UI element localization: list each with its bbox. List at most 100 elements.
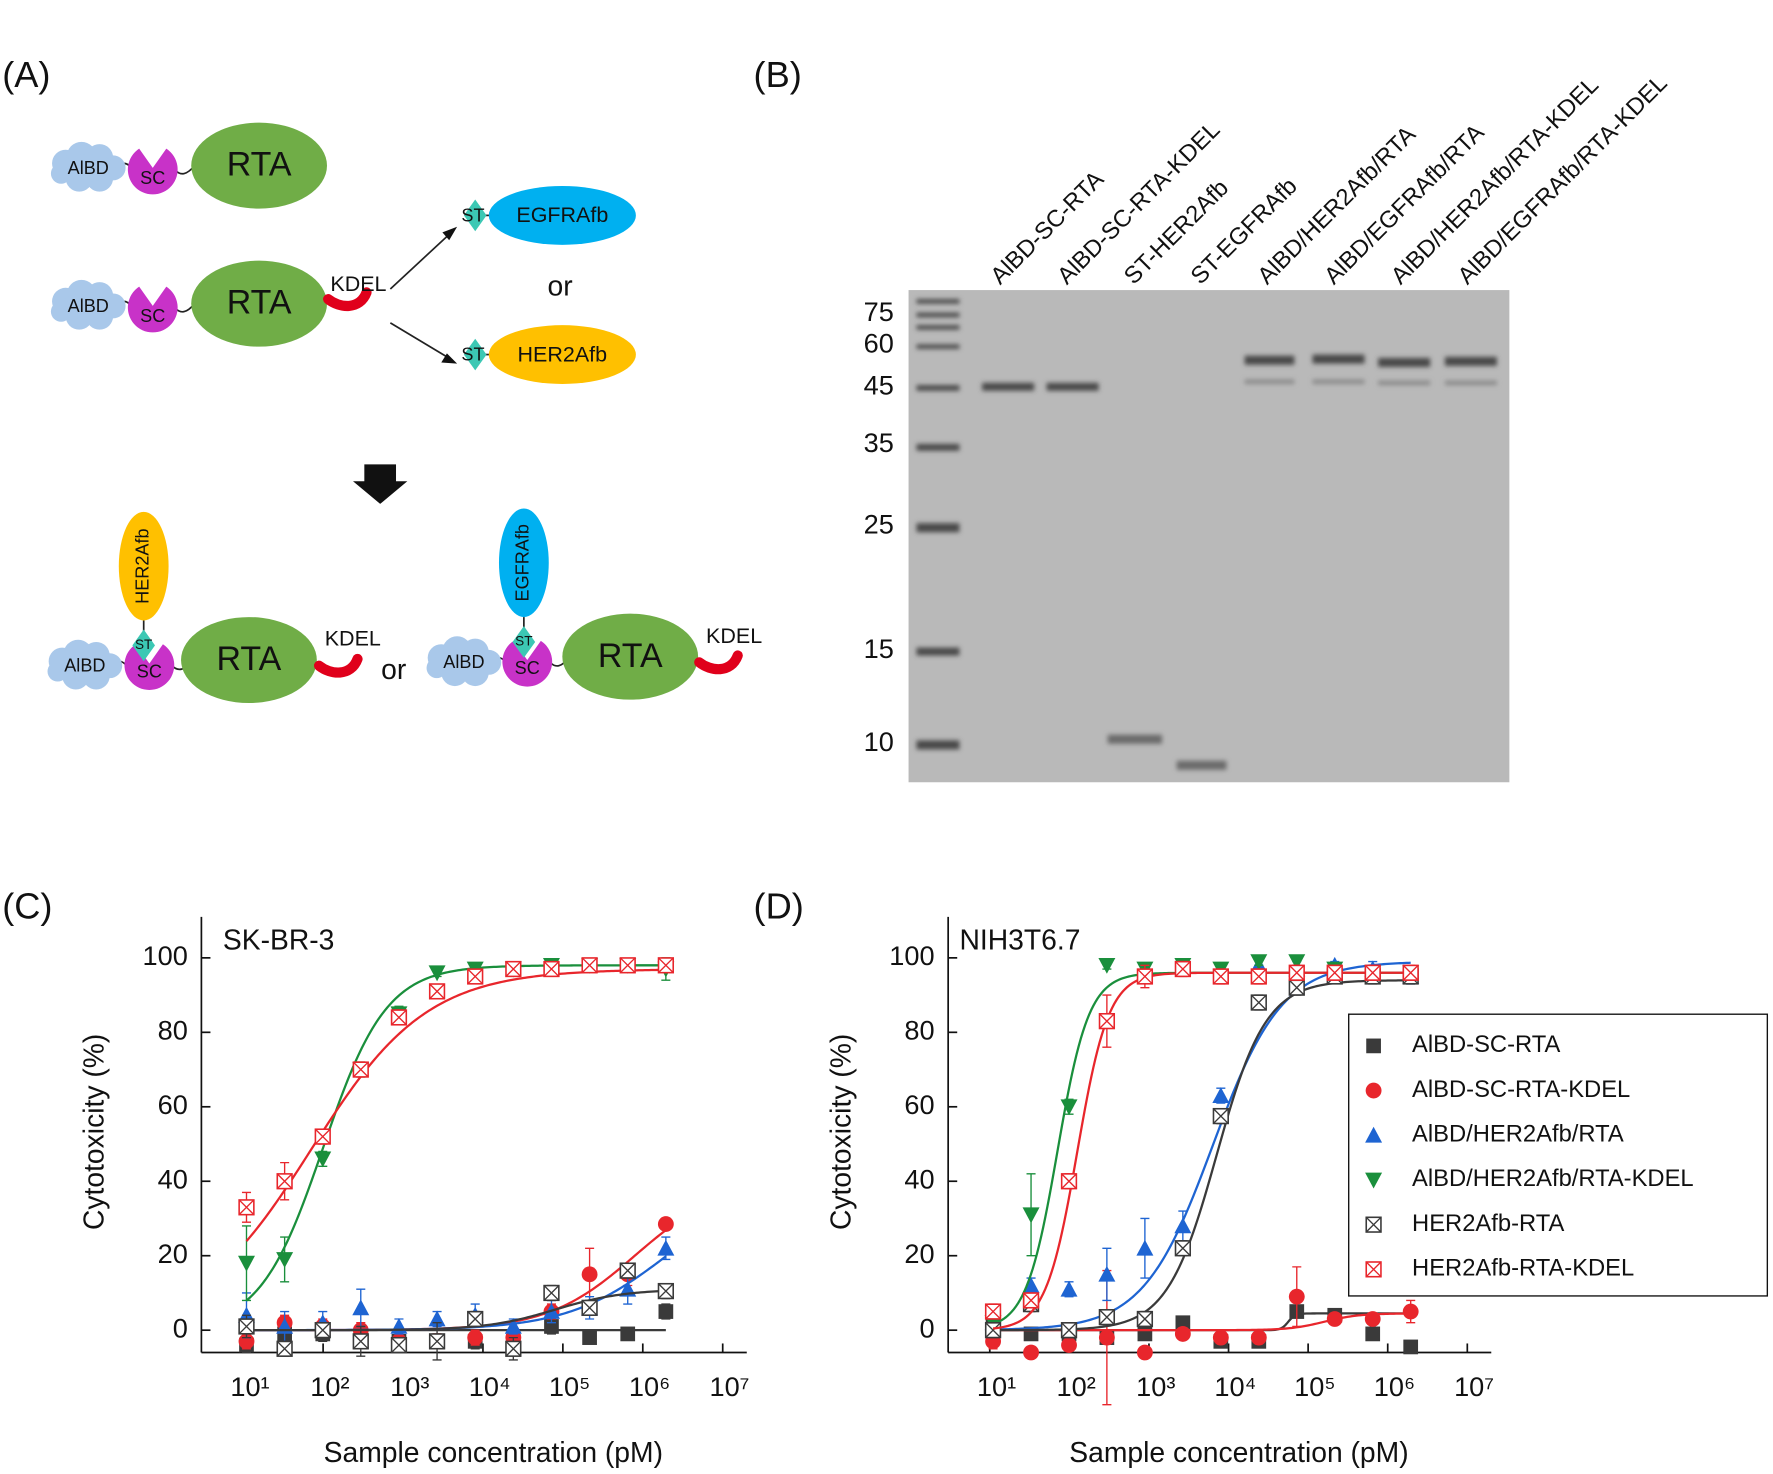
marker [1060, 1280, 1078, 1297]
y-tick-label: 100 [143, 940, 188, 971]
marker [1365, 1082, 1382, 1099]
panel-label: (B) [754, 54, 802, 95]
marker [1212, 1107, 1229, 1125]
marker-cross [1365, 1216, 1382, 1233]
kdel-label: KDEL [325, 626, 381, 650]
marker-cross [1326, 964, 1343, 981]
marker-cross [658, 957, 674, 974]
marker [620, 1326, 636, 1342]
fit-curve [245, 968, 666, 1242]
marker-cross [985, 1303, 1001, 1320]
st-label: ST [461, 344, 484, 364]
fit-curve [245, 964, 666, 1302]
legend-label: AlBD/HER2Afb/RTA [1412, 1121, 1624, 1148]
legend-label: AlBD-SC-RTA-KDEL [1412, 1076, 1630, 1103]
marker-cross [1061, 1322, 1077, 1339]
marker [238, 1255, 255, 1272]
marker-cross [1023, 1292, 1039, 1309]
kdel-shape [699, 656, 737, 670]
x-tick-label: 10⁵ [549, 1371, 590, 1402]
marker [352, 1333, 369, 1350]
marker [1098, 1265, 1116, 1282]
marker-label: 15 [864, 633, 894, 664]
marker-cross [1364, 964, 1381, 981]
y-tick-label: 60 [158, 1089, 188, 1120]
egfr-label: EGFRAfb [516, 203, 608, 227]
marker-cross [658, 1283, 674, 1299]
marker [1250, 968, 1267, 985]
marker-cross [1213, 1108, 1229, 1124]
annotation: SK-BR-3 [223, 923, 335, 955]
marker [1175, 1315, 1191, 1331]
marker [276, 1252, 294, 1268]
sc-label: SC [515, 658, 540, 678]
marker [238, 1318, 255, 1335]
marker [984, 1303, 1002, 1320]
marker-label: 45 [864, 370, 894, 401]
marker-cross [985, 1322, 1001, 1339]
marker [1137, 1326, 1153, 1342]
legend-label: HER2Afb-RTA-KDEL [1412, 1255, 1634, 1282]
panel-label: (D) [754, 886, 804, 927]
marker-cross [276, 1173, 293, 1190]
y-tick-label: 40 [158, 1163, 188, 1194]
x-tick-label: 10⁷ [709, 1371, 749, 1402]
marker [1365, 1126, 1383, 1143]
lane-label: AlBD-SC-RTA [985, 166, 1109, 290]
marker [1136, 1310, 1154, 1328]
marker [1098, 1013, 1116, 1030]
marker-cross [276, 1340, 293, 1357]
marker-cross [1288, 979, 1305, 996]
marker-cross [429, 983, 445, 1000]
chart: (D) NIH3T6.7 Sample concentration (pM) Cyto… [754, 886, 1769, 1468]
marker [1174, 1325, 1191, 1342]
marker [658, 1304, 674, 1319]
marker [1288, 964, 1305, 981]
marker [1326, 964, 1343, 981]
marker-cross [238, 1199, 255, 1216]
marker-cross [1175, 1240, 1191, 1257]
marker-cross [1099, 1013, 1115, 1029]
x-axis-title: Sample concentration (pM) [324, 1436, 663, 1468]
legend-label: HER2Afb-RTA [1412, 1210, 1564, 1237]
marker [1365, 1216, 1382, 1233]
arrow-head [442, 226, 458, 241]
marker [1174, 1217, 1192, 1234]
marker [1364, 1311, 1381, 1327]
marker-cross [314, 1322, 331, 1339]
marker-cross [581, 957, 598, 974]
egfr-label: EGFRAfb [513, 524, 533, 601]
marker [1366, 1038, 1381, 1054]
sc-label: SC [140, 168, 165, 188]
marker [1060, 1173, 1078, 1190]
her2-shape [488, 325, 636, 384]
marker [1023, 1344, 1039, 1361]
marker [1060, 1099, 1078, 1116]
arrow-head [441, 353, 458, 364]
marker [505, 1340, 522, 1357]
marker-label: 75 [864, 296, 894, 327]
marker [619, 1262, 636, 1279]
marker-cross [1061, 1173, 1077, 1190]
x-tick-label: 10⁶ [1374, 1371, 1415, 1402]
marker [1250, 994, 1267, 1011]
marker [984, 1322, 1002, 1339]
x-tick-label: 10¹ [230, 1371, 269, 1402]
marker [390, 1336, 408, 1354]
albd-label: AlBD [443, 652, 484, 672]
marker-cross [1213, 968, 1229, 985]
marker [1402, 1303, 1419, 1320]
marker [505, 960, 522, 978]
marker-cross [391, 1337, 407, 1353]
x-tick-label: 10⁴ [1214, 1371, 1256, 1402]
marker [238, 1199, 255, 1216]
rta-shape [181, 617, 317, 704]
kdel-shape [319, 659, 357, 673]
marker-cross [1402, 964, 1419, 981]
marker [657, 1282, 675, 1300]
marker [1288, 979, 1305, 996]
x-tick-label: 10² [310, 1371, 349, 1402]
marker [1098, 1308, 1116, 1326]
marker-cross [619, 957, 636, 974]
